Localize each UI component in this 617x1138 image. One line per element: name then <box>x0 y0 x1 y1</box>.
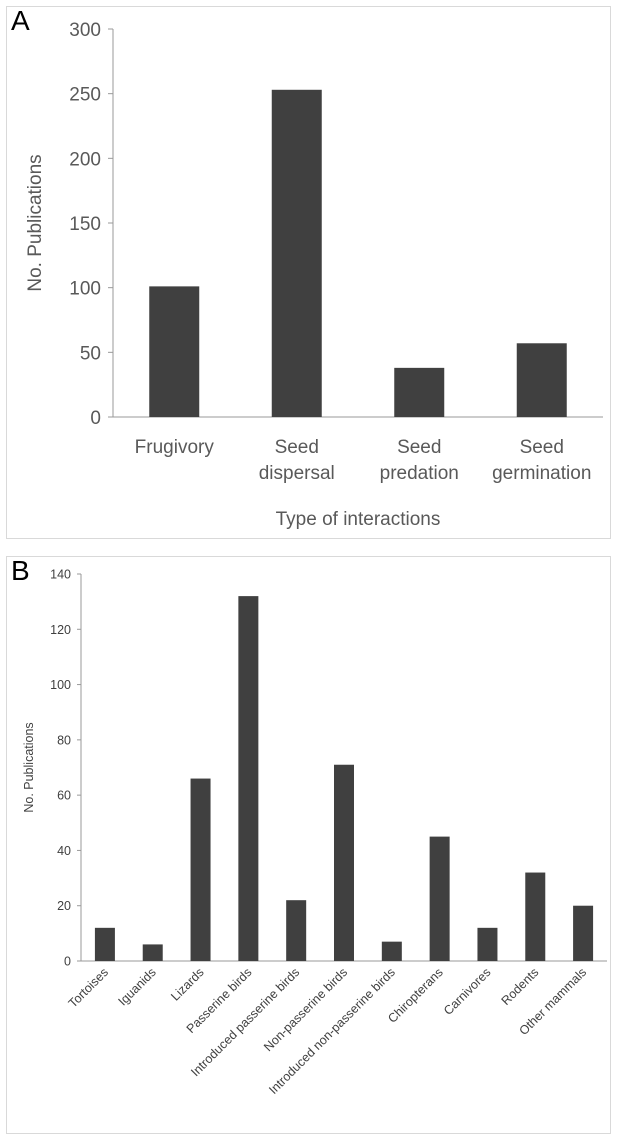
y-tick-label: 150 <box>69 214 101 235</box>
panel-letter-a: A <box>11 5 30 36</box>
x-tick-label: Rodents <box>499 965 542 1008</box>
y-axis-title: No. Publications <box>25 154 46 291</box>
x-axis-title: Type of interactions <box>276 509 441 530</box>
chart-panel-b: B 0 20 40 60 80 100 120 140 Tortoises Iguanids Liz… <box>6 555 611 1134</box>
x-tick-label: germination <box>492 463 591 484</box>
x-tick-label: Seed <box>397 437 441 458</box>
x-tick-label: Lizards <box>168 965 206 1003</box>
y-tick-label: 120 <box>50 623 71 637</box>
x-tick-label: dispersal <box>259 463 335 484</box>
x-tick-label: predation <box>380 463 459 484</box>
bar <box>271 89 322 417</box>
x-tick-label: Carnivores <box>441 965 494 1018</box>
x-tick-label: Seed <box>275 437 319 458</box>
y-tick-label: 60 <box>57 789 71 803</box>
bar <box>190 778 211 961</box>
y-tick-label: 140 <box>50 568 71 582</box>
y-tick-label: 100 <box>69 279 101 300</box>
y-tick-label: 250 <box>69 85 101 106</box>
bar <box>381 941 402 961</box>
chart-panel-a: A 0 50 100 150 200 250 300 Frugivory Seed dispers… <box>6 5 611 539</box>
bar <box>142 944 163 961</box>
bar <box>525 872 546 961</box>
x-tick-label: Non-passerine birds <box>261 965 350 1054</box>
y-tick-label: 0 <box>64 955 71 969</box>
x-tick-label: Seed <box>520 437 564 458</box>
y-tick-label: 50 <box>80 343 101 364</box>
x-tick-label: Tortoises <box>66 965 111 1010</box>
y-tick-label: 300 <box>69 20 101 41</box>
y-tick-label: 200 <box>69 149 101 170</box>
y-tick-label: 100 <box>50 678 71 692</box>
bar <box>94 927 115 961</box>
bar <box>238 596 259 961</box>
y-tick-label: 80 <box>57 733 71 747</box>
chart-a-svg: 0 50 100 150 200 250 300 Frugivory Seed dispersal… <box>25 20 603 530</box>
y-axis-title: No. Publications <box>22 722 36 812</box>
bar <box>286 900 307 961</box>
bar <box>477 927 498 961</box>
x-tick-label: Iguanids <box>116 965 159 1008</box>
bar <box>394 367 445 417</box>
panel-letter-b: B <box>11 555 30 586</box>
bar <box>149 286 200 417</box>
y-tick-label: 20 <box>57 899 71 913</box>
bar <box>516 343 567 417</box>
x-tick-label: Frugivory <box>135 437 215 458</box>
bar <box>429 836 450 961</box>
chart-b-svg: 0 20 40 60 80 100 120 140 Tortoises Iguanids Lizar… <box>22 568 607 1097</box>
bar <box>334 764 354 961</box>
y-tick-label: 40 <box>57 844 71 858</box>
y-tick-label: 0 <box>90 408 101 429</box>
bar <box>573 905 594 961</box>
